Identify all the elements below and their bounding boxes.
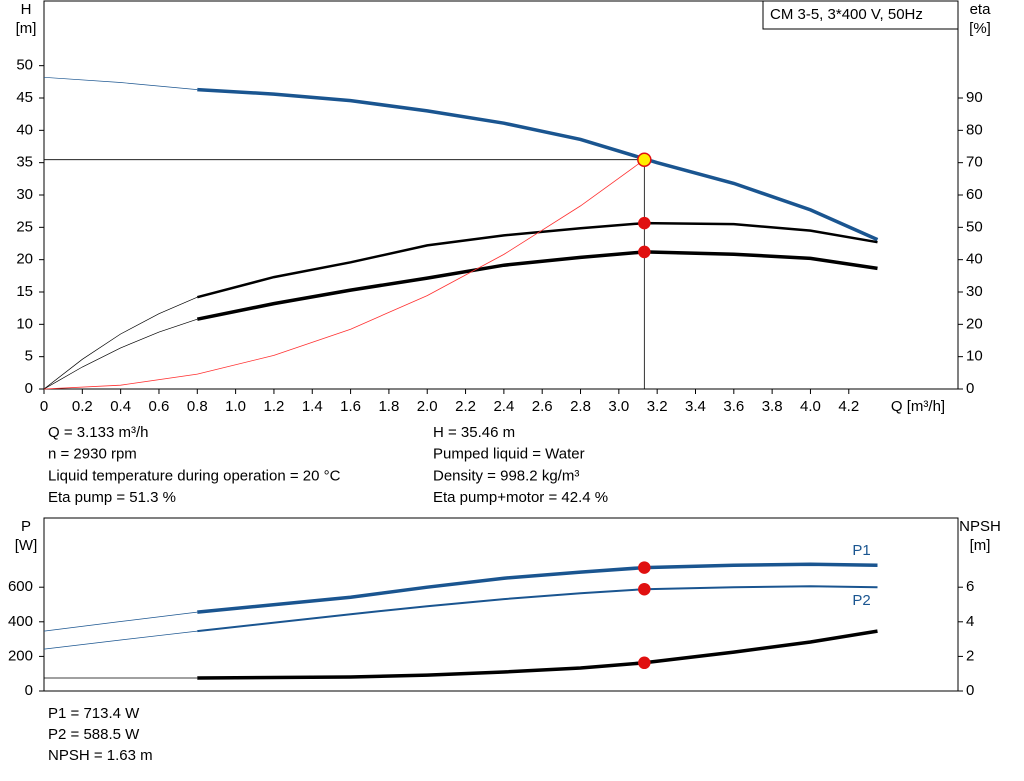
y-tick-label: 40 [16, 121, 33, 138]
y-tick-label: 25 [16, 218, 33, 235]
y2-axis-label: NPSH [959, 518, 1001, 535]
y-axis-label: [W] [15, 537, 38, 554]
y2-tick-label: 0 [966, 380, 974, 397]
y2-axis-label: [m] [970, 537, 991, 554]
operating-point [638, 582, 651, 596]
info-text: P1 = 713.4 W [48, 705, 140, 722]
y-tick-label: 30 [16, 186, 33, 203]
y2-tick-label: 60 [966, 186, 983, 203]
curve-extension [43, 76, 198, 90]
y-tick-label: 400 [8, 613, 33, 630]
y-tick-label: 50 [16, 57, 33, 74]
x-tick-label: 2.4 [493, 398, 514, 415]
y-tick-label: 5 [25, 348, 33, 365]
x-tick-label: 1.8 [378, 398, 399, 415]
curve-extension [43, 630, 198, 650]
series-label: P2 [852, 592, 870, 609]
y-tick-label: 15 [16, 283, 33, 300]
x-axis-label: Q [m³/h] [891, 398, 945, 415]
x-tick-label: 4.2 [838, 398, 859, 415]
x-tick-label: 2.6 [532, 398, 553, 415]
x-tick-label: 3.4 [685, 398, 706, 415]
curve [196, 221, 878, 299]
curve [197, 585, 878, 633]
x-tick-label: 3.6 [723, 398, 744, 415]
operating-point [638, 561, 651, 574]
plot-frame [43, 517, 959, 692]
x-tick-label: 2.8 [570, 398, 591, 415]
x-tick-label: 1.4 [302, 398, 323, 415]
y-tick-label: 0 [25, 380, 33, 397]
curve-extension [43, 318, 198, 390]
curve-extension [43, 296, 198, 390]
x-tick-label: 0.2 [72, 398, 93, 415]
curve [197, 562, 878, 614]
curve-extension [43, 611, 198, 632]
info-text: Pumped liquid = Water [433, 446, 585, 463]
operating-point [638, 216, 651, 230]
y-tick-label: 200 [8, 647, 33, 664]
y2-tick-label: 20 [966, 315, 983, 332]
x-tick-label: 2.0 [417, 398, 438, 415]
y2-tick-label: 30 [966, 283, 983, 300]
curve [196, 250, 878, 321]
y2-tick-label: 2 [966, 647, 974, 664]
series-label: P1 [852, 542, 870, 559]
y2-tick-label: 4 [966, 613, 974, 630]
x-tick-label: 0.4 [110, 398, 131, 415]
info-text: P2 = 588.5 W [48, 726, 140, 743]
info-text: Q = 3.133 m³/h [48, 424, 148, 441]
operating-point [638, 656, 651, 670]
y-tick-label: 0 [25, 682, 33, 699]
y2-tick-label: 10 [966, 348, 983, 365]
title-box [762, 0, 959, 30]
curve [197, 87, 879, 242]
y2-tick-label: 80 [966, 121, 983, 138]
curve [197, 629, 878, 680]
y2-tick-label: 6 [966, 578, 974, 595]
curve [43, 159, 645, 390]
y-tick-label: 20 [16, 251, 33, 268]
info-text: Eta pump = 51.3 % [48, 489, 176, 506]
info-text: n = 2930 rpm [48, 446, 137, 463]
x-tick-label: 3.8 [762, 398, 783, 415]
y2-axis-label: eta [970, 1, 992, 18]
x-tick-label: 1.0 [225, 398, 246, 415]
x-tick-label: 2.2 [455, 398, 476, 415]
y2-tick-label: 70 [966, 154, 983, 171]
x-tick-label: 3.0 [608, 398, 629, 415]
info-text: Eta pump+motor = 42.4 % [433, 489, 608, 506]
x-tick-label: 3.2 [647, 398, 668, 415]
info-text: NPSH = 1.63 m [48, 747, 153, 764]
chart-title: CM 3-5, 3*400 V, 50Hz [770, 6, 923, 23]
y2-tick-label: 0 [966, 682, 974, 699]
operating-point [637, 152, 652, 167]
plot-frame [43, 0, 959, 390]
x-tick-label: 0.8 [187, 398, 208, 415]
x-tick-label: 1.2 [264, 398, 285, 415]
y2-tick-label: 50 [966, 218, 983, 235]
y-tick-label: 35 [16, 154, 33, 171]
y2-tick-label: 40 [966, 251, 983, 268]
x-tick-label: 1.6 [340, 398, 361, 415]
info-text: Density = 998.2 kg/m³ [433, 467, 579, 484]
y-axis-label: H [21, 1, 32, 18]
y2-axis-label: [%] [969, 20, 991, 37]
y-tick-label: 45 [16, 89, 33, 106]
operating-point [638, 245, 651, 259]
y-tick-label: 10 [16, 315, 33, 332]
x-tick-label: 0 [40, 398, 48, 415]
x-tick-label: 4.0 [800, 398, 821, 415]
info-text: H = 35.46 m [433, 424, 515, 441]
y-axis-label: P [21, 518, 31, 535]
y2-tick-label: 90 [966, 89, 983, 106]
y-axis-label: [m] [16, 20, 37, 37]
info-text: Liquid temperature during operation = 20… [48, 467, 341, 484]
y-tick-label: 600 [8, 578, 33, 595]
x-tick-label: 0.6 [149, 398, 170, 415]
